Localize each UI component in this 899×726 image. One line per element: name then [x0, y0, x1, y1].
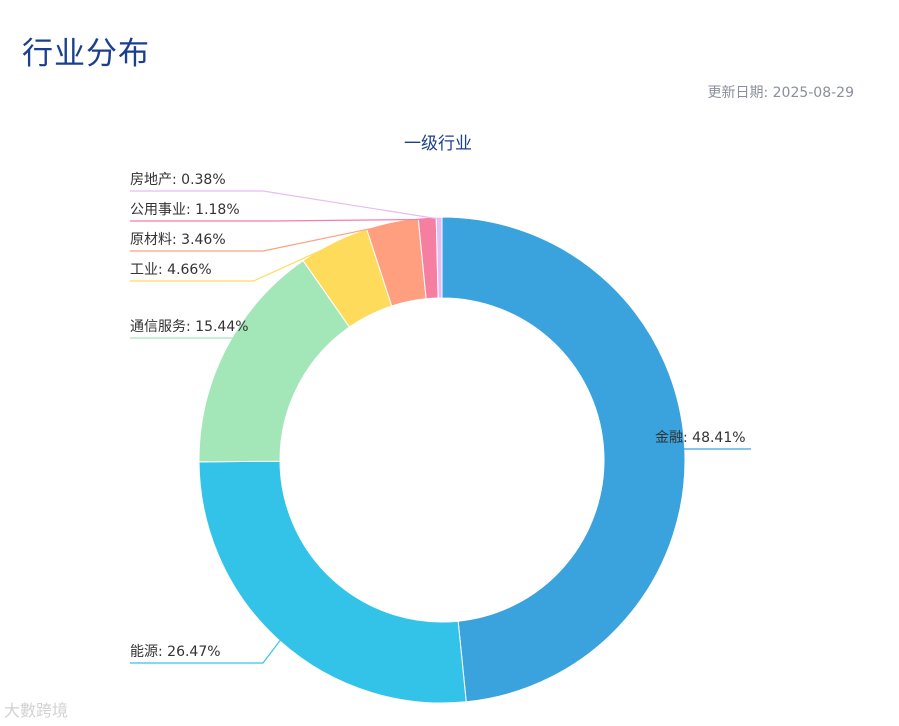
update-date-label: 更新日期:: [707, 85, 769, 101]
slice-label-5: 原材料: 3.46%: [130, 232, 226, 248]
slice-label-3: 通信服务: 15.44%: [130, 319, 249, 335]
leader-line-4: [130, 243, 335, 282]
leader-line-2: [130, 638, 282, 664]
chart-title: 一级行业: [404, 134, 472, 154]
slice-1[interactable]: [441, 216, 686, 703]
labels-group: 金融: 48.41% 能源: 26.47% 通信服务: 15.44% 工业: 4.66…: [130, 172, 746, 660]
page-title: 行业分布: [22, 36, 150, 72]
leader-line-6: [130, 218, 428, 222]
update-date-value: 2025-08-29: [772, 85, 854, 101]
leader-line-7: [130, 190, 440, 220]
update-date: 更新日期: 2025-08-29: [707, 82, 854, 102]
slice-7[interactable]: [435, 216, 443, 299]
slices-group: [198, 216, 686, 704]
slice-label-1: 金融: 48.41%: [655, 430, 746, 446]
slice-label-6: 公用事业: 1.18%: [130, 202, 240, 218]
leader-line-5: [130, 223, 393, 252]
slice-label-7: 房地产: 0.38%: [130, 172, 226, 188]
slice-2[interactable]: [198, 460, 467, 704]
leaders-group: [130, 190, 751, 664]
slice-label-2: 能源: 26.47%: [130, 644, 221, 660]
slice-label-4: 工业: 4.66%: [130, 262, 212, 278]
leader-line-1: [650, 447, 751, 450]
watermark-logo: 大數跨境: [4, 701, 69, 720]
leader-line-3: [130, 337, 251, 350]
